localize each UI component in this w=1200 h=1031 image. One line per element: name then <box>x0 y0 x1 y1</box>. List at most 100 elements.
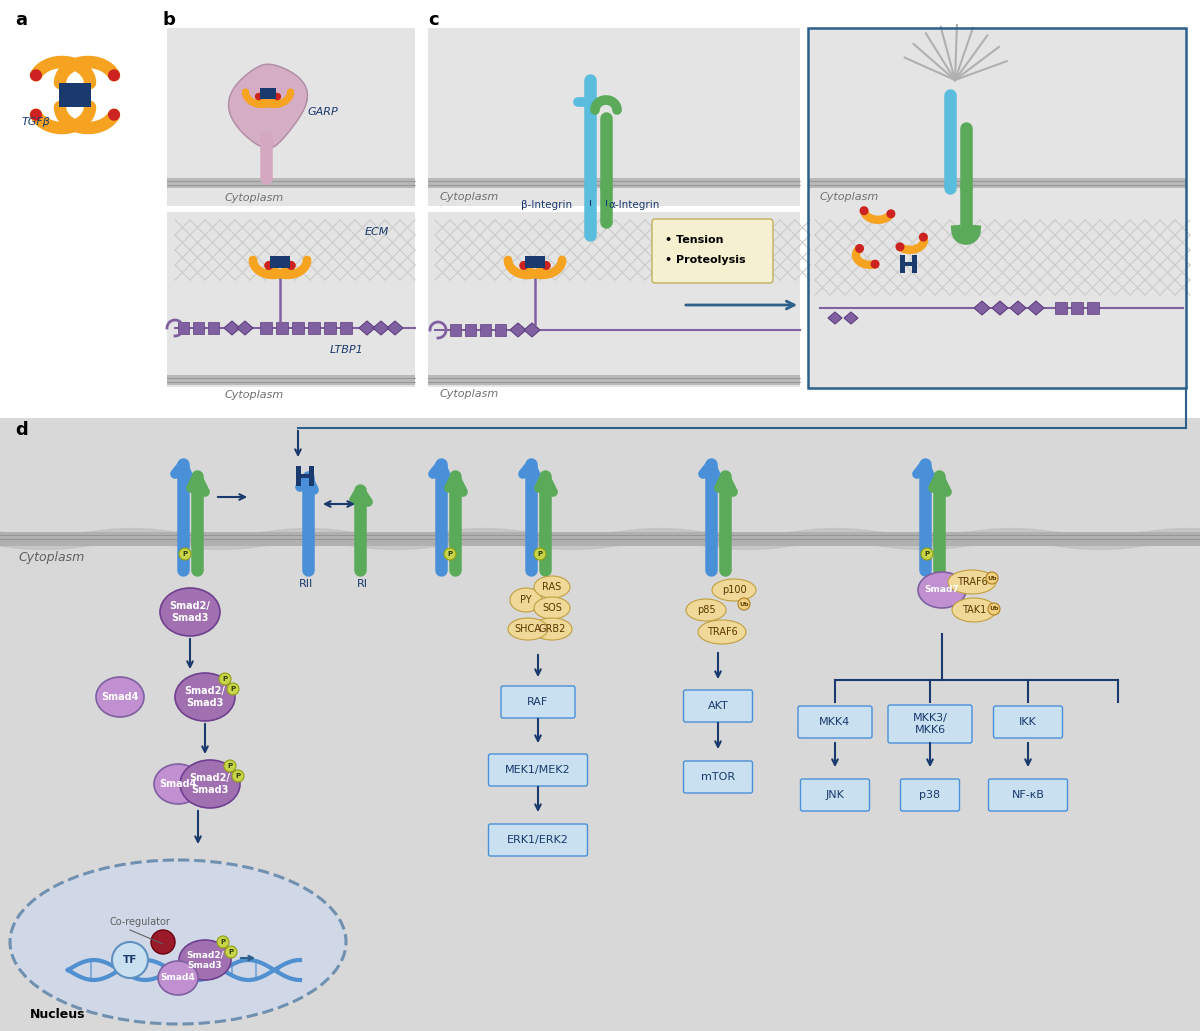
Text: GRB2: GRB2 <box>539 624 565 634</box>
Bar <box>167 212 415 387</box>
Text: TF: TF <box>122 955 137 965</box>
Circle shape <box>287 261 295 270</box>
Ellipse shape <box>948 570 996 594</box>
Bar <box>167 28 415 206</box>
Polygon shape <box>1010 301 1026 315</box>
Polygon shape <box>828 312 842 324</box>
Text: RI: RI <box>356 579 367 589</box>
Bar <box>808 28 1186 388</box>
Polygon shape <box>238 321 253 335</box>
Circle shape <box>264 261 274 270</box>
Ellipse shape <box>508 618 548 640</box>
Text: P: P <box>221 939 226 945</box>
Circle shape <box>254 93 263 100</box>
Bar <box>1072 302 1084 314</box>
Ellipse shape <box>10 860 346 1024</box>
FancyBboxPatch shape <box>684 761 752 793</box>
Bar <box>0 532 1200 546</box>
Ellipse shape <box>532 618 572 640</box>
Text: TGFβ: TGFβ <box>22 117 50 127</box>
Bar <box>808 178 1186 188</box>
Text: b: b <box>163 11 176 29</box>
Polygon shape <box>992 301 1008 315</box>
Circle shape <box>224 760 236 772</box>
Ellipse shape <box>160 588 220 636</box>
Polygon shape <box>373 321 389 335</box>
Polygon shape <box>1028 301 1044 315</box>
Bar <box>296 466 301 486</box>
Text: P: P <box>230 686 235 692</box>
Text: TRAF6: TRAF6 <box>707 627 737 637</box>
Text: Smad7: Smad7 <box>925 586 959 595</box>
Text: p38: p38 <box>919 790 941 800</box>
Ellipse shape <box>175 673 235 721</box>
Circle shape <box>859 206 869 215</box>
Text: Cytoplasm: Cytoplasm <box>226 193 284 203</box>
Ellipse shape <box>96 677 144 717</box>
Ellipse shape <box>698 620 746 644</box>
Text: β-Integrin: β-Integrin <box>521 200 572 210</box>
Text: Smad4: Smad4 <box>160 779 197 789</box>
Ellipse shape <box>180 760 240 808</box>
Text: P: P <box>228 763 233 769</box>
Polygon shape <box>224 321 240 335</box>
Text: P: P <box>228 949 234 955</box>
Circle shape <box>108 108 120 121</box>
Text: SOS: SOS <box>542 603 562 613</box>
Text: LTBP1: LTBP1 <box>330 345 364 355</box>
Text: Smad4: Smad4 <box>161 973 196 983</box>
Text: P: P <box>222 676 228 681</box>
Ellipse shape <box>918 572 966 608</box>
Text: MKK3/
MKK6: MKK3/ MKK6 <box>912 713 948 735</box>
Bar <box>167 375 415 385</box>
Text: d: d <box>14 421 28 439</box>
Bar <box>428 375 800 385</box>
Circle shape <box>856 244 864 253</box>
Ellipse shape <box>510 588 542 612</box>
Text: Smad2/
Smad3: Smad2/ Smad3 <box>186 951 224 970</box>
Bar <box>1087 302 1099 314</box>
Circle shape <box>232 770 244 781</box>
Text: RAF: RAF <box>527 697 548 707</box>
Bar <box>526 256 545 268</box>
Text: p85: p85 <box>697 605 715 616</box>
Text: Cytoplasm: Cytoplasm <box>440 192 499 202</box>
FancyBboxPatch shape <box>488 824 588 856</box>
Text: • Proteolysis: • Proteolysis <box>665 255 745 265</box>
Circle shape <box>541 261 551 270</box>
Ellipse shape <box>158 961 198 995</box>
Circle shape <box>112 942 148 978</box>
Polygon shape <box>386 321 403 335</box>
Polygon shape <box>359 321 374 335</box>
FancyBboxPatch shape <box>900 779 960 811</box>
Bar <box>428 28 800 206</box>
Circle shape <box>870 260 880 269</box>
Text: Smad2/
Smad3: Smad2/ Smad3 <box>185 687 226 708</box>
Polygon shape <box>974 301 990 315</box>
Circle shape <box>30 69 42 81</box>
Circle shape <box>226 946 238 958</box>
Ellipse shape <box>534 597 570 619</box>
Bar <box>270 256 290 268</box>
Text: • Tension: • Tension <box>665 235 724 245</box>
Circle shape <box>922 548 934 560</box>
Bar <box>428 212 800 387</box>
FancyBboxPatch shape <box>502 686 575 718</box>
Bar <box>450 324 461 336</box>
Polygon shape <box>524 323 540 337</box>
Text: mTOR: mTOR <box>701 772 736 781</box>
Polygon shape <box>228 64 307 148</box>
Bar <box>178 322 190 334</box>
Bar <box>310 466 314 486</box>
Text: p100: p100 <box>721 585 746 595</box>
Text: Smad4: Smad4 <box>101 692 139 702</box>
Text: IKK: IKK <box>1019 717 1037 727</box>
Bar <box>59 84 91 107</box>
Bar <box>259 89 276 99</box>
FancyBboxPatch shape <box>994 706 1062 738</box>
Bar <box>496 324 506 336</box>
Bar <box>466 324 476 336</box>
Circle shape <box>108 69 120 81</box>
FancyBboxPatch shape <box>684 690 752 722</box>
Text: Cytoplasm: Cytoplasm <box>18 552 84 565</box>
